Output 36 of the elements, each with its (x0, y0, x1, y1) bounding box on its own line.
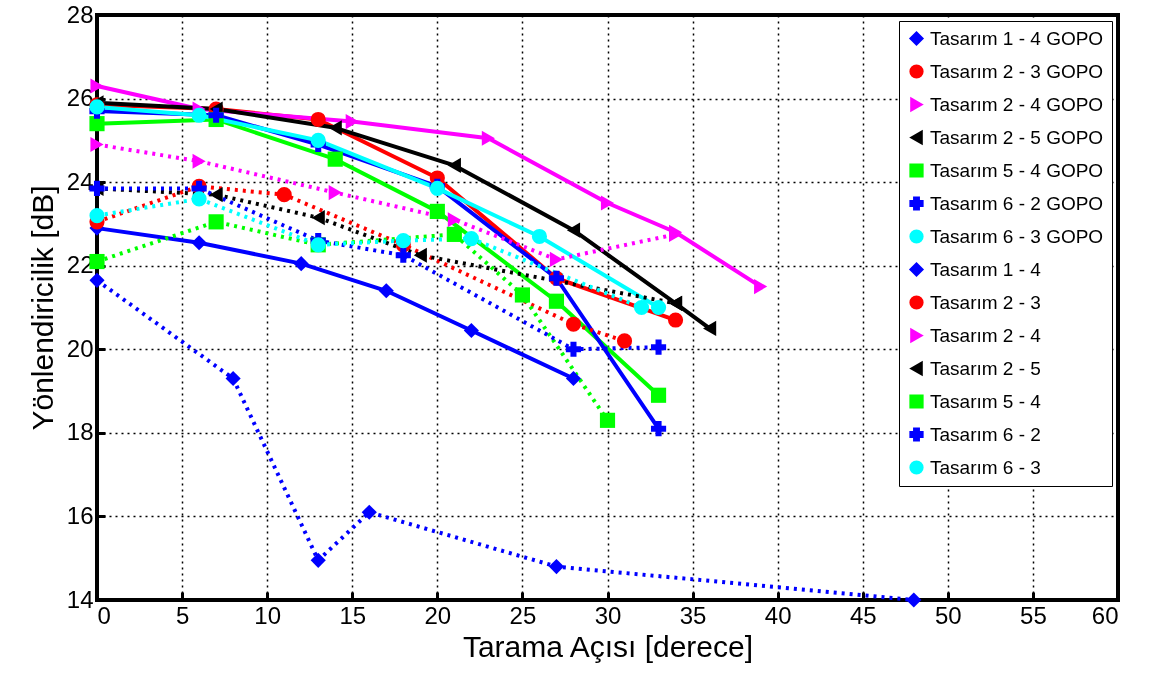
x-tick-label: 40 (764, 601, 792, 629)
x-axis-title: Tarama Açısı [derece] (462, 629, 754, 663)
legend-label: Tasarım 6 - 3 (930, 456, 1041, 478)
y-tick-label: 18 (66, 418, 94, 446)
x-tick-label: 0 (97, 601, 111, 629)
legend-label: Tasarım 2 - 4 GOPO (930, 93, 1104, 115)
legend-label: Tasarım 6 - 2 (930, 423, 1041, 445)
legend-label: Tasarım 1 - 4 (930, 258, 1042, 280)
legend-label: Tasarım 2 - 3 (930, 291, 1041, 313)
x-tick-label: 15 (339, 601, 367, 629)
y-tick-label: 20 (66, 334, 94, 362)
x-tick-label: 55 (1020, 601, 1047, 629)
x-tick-label: 10 (254, 601, 282, 629)
y-tick-label: 14 (66, 585, 94, 613)
legend-label: Tasarım 6 - 3 GOPO (930, 225, 1104, 247)
legend-label: Tasarım 2 - 5 GOPO (930, 126, 1104, 148)
legend-label: Tasarım 2 - 5 (930, 357, 1041, 379)
x-tick-label: 60 (1091, 601, 1119, 629)
x-tick-label: 20 (424, 601, 452, 629)
x-tick-label: 25 (509, 601, 537, 629)
y-tick-label: 26 (66, 84, 94, 112)
legend-label: Tasarım 2 - 4 (930, 324, 1042, 346)
legend-label: Tasarım 5 - 4 (930, 390, 1042, 412)
y-tick-label: 28 (66, 0, 94, 28)
legend-label: Tasarım 5 - 4 GOPO (930, 159, 1104, 181)
y-tick-label: 24 (66, 167, 94, 195)
y-tick-label: 16 (66, 501, 94, 529)
x-tick-label: 35 (679, 601, 707, 629)
y-axis-title: Yönlendiricilik [dB] (25, 185, 59, 431)
legend-label: Tasarım 6 - 2 GOPO (930, 192, 1104, 214)
x-tick-label: 5 (175, 601, 190, 629)
x-tick-label: 45 (849, 601, 877, 629)
x-tick-label: 30 (594, 601, 622, 629)
legend-label: Tasarım 2 - 3 GOPO (930, 60, 1104, 82)
legend-label: Tasarım 1 - 4 GOPO (930, 27, 1104, 49)
x-tick-label: 50 (934, 601, 962, 629)
